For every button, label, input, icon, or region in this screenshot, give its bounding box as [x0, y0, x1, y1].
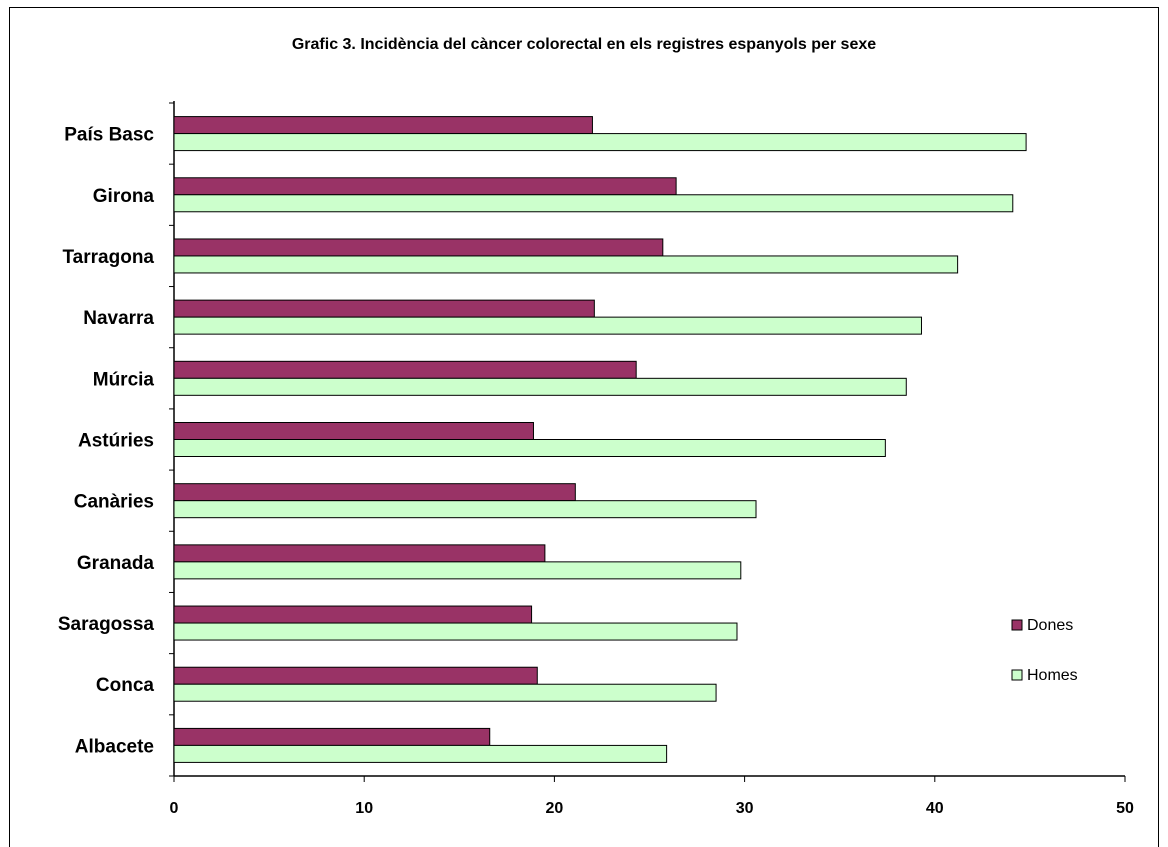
category-label: Granada — [77, 553, 155, 574]
category-label: Albacete — [75, 736, 154, 757]
legend-swatch-homes — [1011, 669, 1023, 681]
x-tick-label: 40 — [926, 800, 944, 817]
bar-dones-5 — [173, 422, 534, 440]
bar-dones-4 — [173, 360, 637, 379]
category-label: Navarra — [83, 308, 154, 329]
bar-homes-5 — [173, 439, 886, 457]
bar-homes-9 — [173, 683, 717, 702]
bar-dones-8 — [173, 605, 533, 624]
bar-dones-7 — [173, 544, 546, 563]
bar-homes-0 — [173, 133, 1027, 152]
legend-swatch-dones — [1011, 619, 1023, 631]
category-label: Canàries — [74, 492, 154, 513]
x-tick-label: 10 — [355, 800, 373, 817]
legend-label-dones: Dones — [1027, 617, 1073, 634]
x-axis-ticks: 0 10 20 30 40 50 — [170, 776, 1134, 817]
chart-frame — [9, 7, 1159, 847]
bar-dones-0 — [173, 116, 593, 135]
category-label: Astúries — [78, 431, 154, 452]
chart-title: Grafic 3. Incidència del càncer colorect… — [291, 36, 877, 53]
bar-dones-9 — [173, 666, 538, 685]
bar-homes-8 — [173, 622, 738, 641]
bar-dones-10 — [173, 727, 491, 746]
bar-homes-4 — [173, 377, 907, 396]
x-tick-label: 0 — [170, 800, 179, 817]
category-label: Saragossa — [58, 614, 155, 635]
bar-homes-10 — [173, 744, 668, 763]
category-label: Múrcia — [93, 369, 155, 390]
bar-homes-3 — [173, 316, 922, 335]
bar-homes-7 — [173, 561, 742, 580]
bar-homes-1 — [173, 194, 1014, 213]
category-labels: País Basc Girona Tarragona Navarra Múrcia Ast… — [58, 125, 155, 758]
bar-dones-3 — [173, 299, 595, 318]
bars-group — [173, 116, 1027, 763]
bar-dones-6 — [173, 483, 576, 502]
bar-homes-2 — [173, 255, 959, 274]
x-tick-label: 30 — [736, 800, 754, 817]
legend-label-homes: Homes — [1027, 667, 1078, 684]
category-label: Conca — [96, 675, 155, 696]
bar-homes-6 — [173, 500, 757, 519]
x-tick-label: 20 — [546, 800, 564, 817]
bar-dones-2 — [173, 238, 664, 257]
category-label: Tarragona — [62, 247, 154, 268]
legend: Dones Homes — [1011, 617, 1078, 684]
category-label: País Basc — [64, 125, 154, 146]
bar-dones-1 — [173, 177, 677, 196]
category-label: Girona — [93, 186, 155, 207]
x-tick-label: 50 — [1116, 800, 1134, 817]
